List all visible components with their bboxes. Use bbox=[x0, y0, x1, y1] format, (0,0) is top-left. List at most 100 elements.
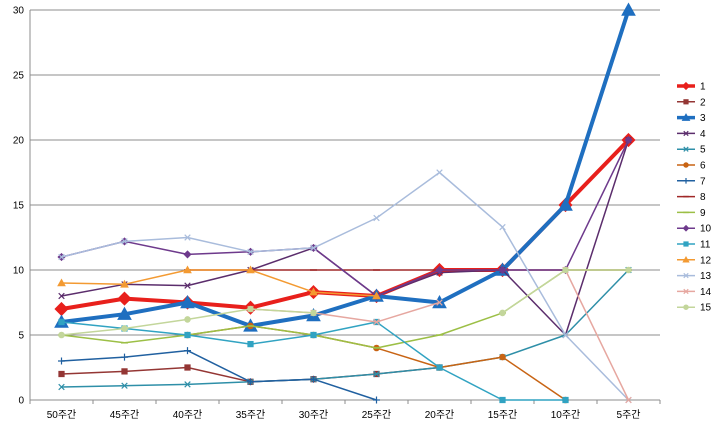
legend-label: 7 bbox=[700, 176, 706, 187]
data-point-10 bbox=[498, 265, 507, 275]
series-line-6 bbox=[186, 325, 567, 401]
legend-marker bbox=[683, 178, 689, 184]
legend-marker bbox=[683, 146, 689, 152]
legend-entry-10: 10 bbox=[677, 224, 712, 235]
series-7 bbox=[58, 347, 380, 404]
data-point-7 bbox=[184, 347, 191, 355]
data-point-15 bbox=[247, 305, 254, 313]
series-group bbox=[54, 2, 636, 404]
data-point-13 bbox=[184, 234, 191, 241]
series-line-13 bbox=[60, 171, 630, 401]
data-point-11 bbox=[436, 364, 443, 371]
legend-label: 4 bbox=[700, 129, 706, 140]
data-point-5 bbox=[373, 370, 380, 378]
grid-lines bbox=[30, 9, 660, 336]
data-point-11 bbox=[247, 340, 254, 348]
y-tick-label: 20 bbox=[13, 136, 25, 147]
series-line-1 bbox=[59, 138, 631, 311]
series-line-15 bbox=[501, 269, 630, 314]
legend-marker bbox=[683, 130, 689, 137]
y-tick-label: 15 bbox=[13, 201, 25, 212]
legend-entry-6: 6 bbox=[677, 161, 706, 172]
series-10 bbox=[57, 135, 633, 301]
data-point-7 bbox=[247, 378, 254, 386]
x-tick-label: 25주간 bbox=[362, 409, 392, 421]
data-point-7 bbox=[121, 353, 128, 361]
data-point-2 bbox=[184, 364, 191, 371]
data-point-10 bbox=[183, 250, 192, 259]
legend-entry-2: 2 bbox=[677, 97, 706, 108]
series-line-12 bbox=[60, 269, 378, 297]
data-point-12 bbox=[183, 265, 192, 274]
data-point-2 bbox=[121, 368, 128, 375]
data-point-14 bbox=[373, 318, 380, 326]
data-point-11 bbox=[58, 318, 65, 326]
series-15 bbox=[58, 266, 632, 339]
legend-entry-14: 14 bbox=[677, 287, 712, 298]
legend-label: 10 bbox=[700, 224, 712, 235]
y-tick-label: 0 bbox=[18, 396, 24, 407]
data-point-4 bbox=[184, 282, 191, 289]
y-tick-labels: 0 5 10 15 20 25 30 bbox=[13, 6, 25, 407]
legend-entry-11: 11 bbox=[677, 240, 711, 251]
legend-marker bbox=[683, 162, 689, 168]
data-point-3 bbox=[180, 294, 195, 309]
legend-entry-1: 1 bbox=[677, 82, 706, 93]
legend-entry-8: 8 bbox=[677, 192, 706, 203]
x-tick-label: 5주간 bbox=[617, 409, 641, 421]
series-line-14 bbox=[564, 269, 630, 401]
data-point-13 bbox=[58, 253, 65, 261]
data-point-13 bbox=[436, 169, 443, 176]
data-point-15 bbox=[121, 325, 128, 332]
x-tick-label: 50주간 bbox=[47, 409, 77, 421]
data-point-5 bbox=[121, 382, 128, 389]
series-line-10 bbox=[60, 139, 630, 297]
data-point-12 bbox=[372, 291, 381, 300]
x-tick-label: 10주간 bbox=[551, 409, 581, 421]
data-point-11 bbox=[310, 331, 317, 339]
series-line-7 bbox=[60, 349, 378, 401]
series-line-3 bbox=[59, 8, 631, 328]
legend-marker bbox=[683, 241, 689, 247]
data-point-5 bbox=[184, 381, 191, 388]
data-point-15 bbox=[562, 266, 569, 274]
data-point-12 bbox=[120, 279, 129, 288]
data-point-10 bbox=[624, 135, 633, 145]
series-line-5 bbox=[60, 269, 630, 388]
data-point-13 bbox=[247, 248, 254, 256]
x-tick-labels: 50주간 45주간 40주간 35주간 30주간 25주간 20주간 15주간 10주간 5주간 bbox=[47, 409, 641, 421]
legend-marker bbox=[682, 224, 690, 232]
legend-marker bbox=[683, 304, 689, 310]
legend-marker bbox=[683, 272, 689, 279]
data-point-14 bbox=[436, 299, 443, 306]
x-tick-label: 40주간 bbox=[173, 409, 203, 421]
legend-label: 8 bbox=[700, 192, 706, 203]
legend-entry-12: 12 bbox=[677, 255, 712, 266]
legend-entry-4: 4 bbox=[677, 129, 706, 140]
legend-label: 3 bbox=[700, 113, 706, 124]
data-point-7 bbox=[310, 375, 317, 383]
data-point-5 bbox=[58, 383, 65, 391]
y-tick-label: 25 bbox=[13, 71, 25, 82]
y-tick-label: 10 bbox=[13, 266, 25, 277]
data-point-3 bbox=[117, 306, 132, 320]
data-point-4 bbox=[58, 292, 65, 300]
data-point-12 bbox=[57, 278, 66, 287]
data-point-13 bbox=[562, 331, 569, 339]
data-point-13 bbox=[310, 244, 317, 252]
data-point-12 bbox=[246, 265, 255, 274]
legend-label: 2 bbox=[700, 97, 706, 108]
data-point-13 bbox=[499, 223, 506, 231]
legend-entry-3: 3 bbox=[677, 113, 706, 124]
legend-entry-7: 7 bbox=[677, 176, 706, 187]
y-tick-label: 5 bbox=[18, 331, 24, 342]
data-point-13 bbox=[373, 214, 380, 222]
legend-label: 6 bbox=[700, 161, 706, 172]
legend-label: 11 bbox=[700, 240, 711, 251]
legend-entry-15: 15 bbox=[677, 303, 712, 314]
legend-label: 9 bbox=[700, 208, 706, 219]
series-12 bbox=[57, 265, 381, 300]
x-tick-label: 30주간 bbox=[299, 409, 329, 421]
